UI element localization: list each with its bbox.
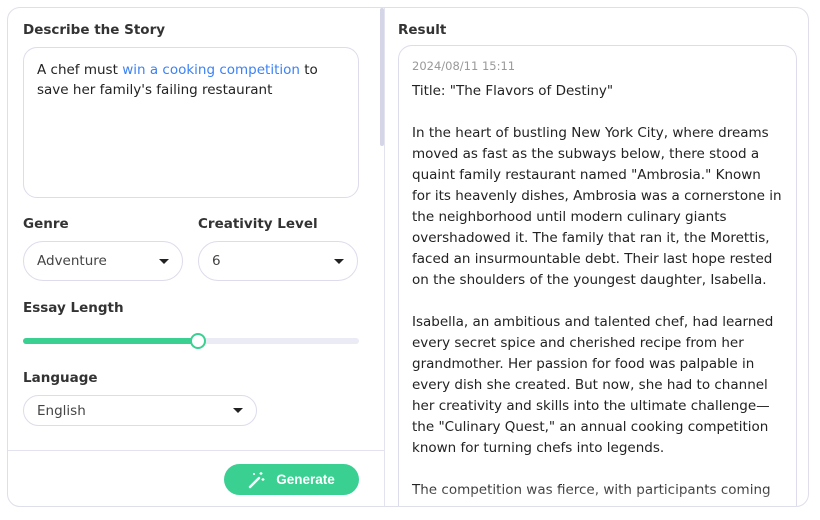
language-value: English (37, 402, 86, 419)
result-label: Result (398, 22, 447, 38)
text-fade (399, 484, 796, 506)
describe-label: Describe the Story (23, 22, 166, 38)
genre-value: Adventure (37, 253, 107, 269)
generate-button[interactable]: Generate (224, 464, 359, 495)
footer-divider (8, 450, 384, 451)
caret-down-icon (159, 258, 169, 264)
genre-select[interactable]: Adventure (23, 241, 183, 281)
magic-wand-icon (249, 471, 265, 488)
creativity-value: 6 (212, 253, 221, 269)
result-box: 2024/08/11 15:11 Title: "The Flavors of … (398, 45, 797, 506)
result-story-text: Title: "The Flavors of Destiny" In the h… (412, 83, 782, 498)
form-scrollbar[interactable] (380, 8, 384, 146)
creativity-select[interactable]: 6 (198, 241, 358, 281)
result-timestamp: 2024/08/11 15:11 (412, 59, 516, 73)
form-panel: Describe the Story A chef must win a coo… (8, 8, 384, 506)
creativity-label: Creativity Level (198, 216, 318, 232)
prompt-text: A chef must (37, 62, 123, 78)
genre-label: Genre (23, 216, 69, 232)
language-label: Language (23, 370, 98, 386)
caret-down-icon (334, 258, 344, 264)
story-generator-card: Describe the Story A chef must win a coo… (7, 7, 809, 507)
prompt-text-end: to save her family's failing restaurant (37, 62, 318, 98)
essay-length-slider[interactable] (23, 333, 359, 349)
story-prompt-input[interactable]: A chef must win a cooking competition to… (23, 47, 359, 198)
slider-thumb[interactable] (189, 333, 206, 349)
caret-down-icon (233, 408, 243, 413)
length-label: Essay Length (23, 300, 124, 316)
generate-label: Generate (276, 472, 335, 487)
panel-divider (384, 8, 385, 506)
prompt-highlight: win a cooking competition (122, 62, 300, 78)
slider-fill (23, 338, 198, 344)
language-select[interactable]: English (23, 395, 257, 426)
